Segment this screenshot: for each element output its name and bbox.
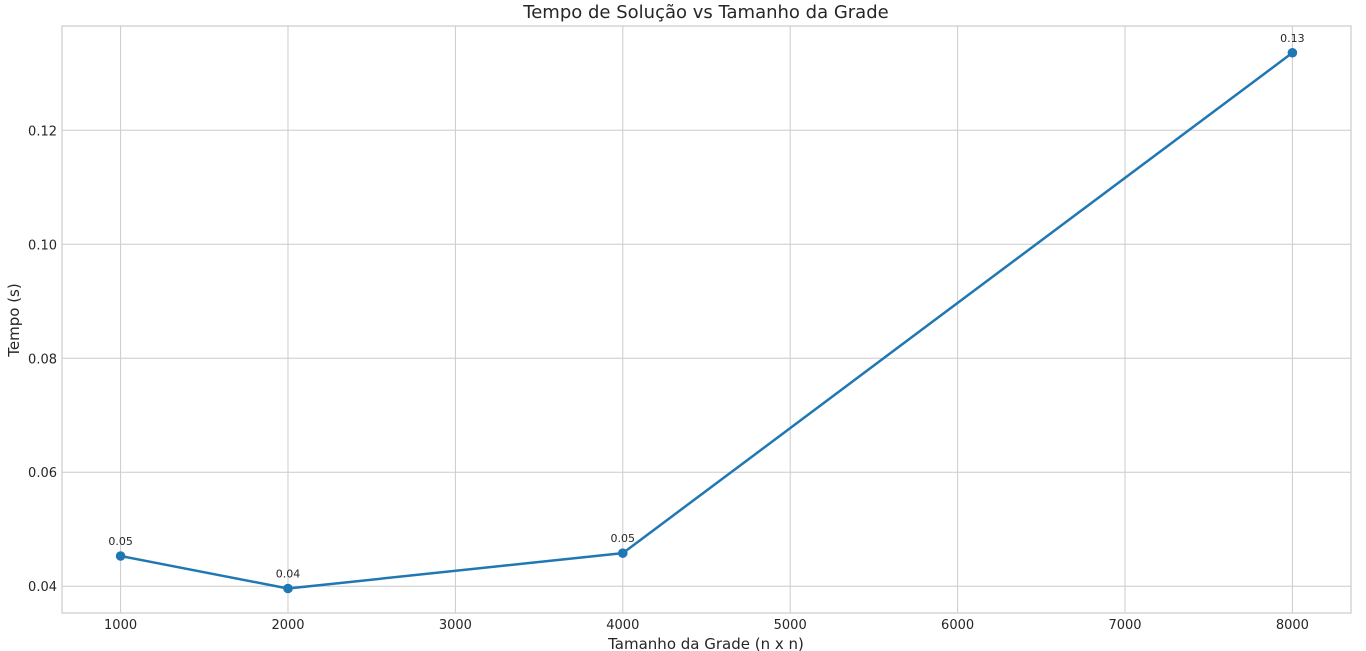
series-layer: 0.05 0.04 0.05 0.13: [108, 32, 1305, 594]
chart-title: Tempo de Solução vs Tamanho da Grade: [522, 2, 888, 23]
y-tick-label: 0.10: [28, 238, 57, 253]
series-line: [120, 51, 1294, 590]
x-tick-label: 3000: [439, 618, 472, 633]
y-tick-label: 0.12: [28, 124, 57, 139]
x-tick-label: 6000: [941, 618, 974, 633]
data-label: 0.05: [108, 535, 133, 548]
plot-frame: [61, 25, 1352, 614]
y-axis-label: Tempo (s): [5, 283, 23, 357]
y-axis-ticks: 0.04 0.06 0.08 0.10 0.12: [28, 124, 57, 595]
x-tick-label: 8000: [1276, 618, 1309, 633]
y-tick-label: 0.04: [28, 580, 57, 595]
x-tick-label: 5000: [774, 618, 807, 633]
data-point: [617, 548, 628, 558]
data-point: [283, 583, 293, 594]
data-label: 0.04: [276, 567, 301, 580]
x-axis-ticks: 1000 2000 3000 4000 5000 6000 7000 8000: [104, 618, 1309, 633]
x-tick-label: 7000: [1108, 618, 1141, 633]
grid: [62, 26, 1351, 613]
data-label: 0.13: [1280, 32, 1305, 45]
x-tick-label: 2000: [271, 618, 304, 633]
x-axis-label: Tamanho da Grade (n x n): [607, 635, 804, 651]
data-point: [115, 551, 126, 561]
x-tick-label: 4000: [606, 618, 639, 633]
y-tick-label: 0.06: [28, 466, 57, 481]
y-tick-label: 0.08: [28, 352, 57, 367]
data-point: [1287, 47, 1298, 58]
data-label: 0.05: [611, 532, 636, 545]
x-tick-label: 1000: [104, 618, 137, 633]
